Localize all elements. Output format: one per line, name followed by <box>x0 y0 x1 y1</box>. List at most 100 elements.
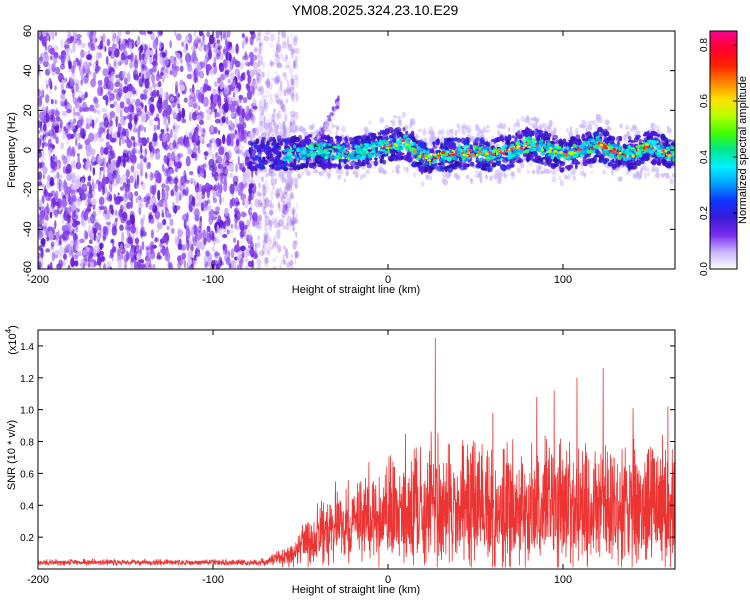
noise-blob <box>86 205 91 215</box>
noise-blob <box>206 199 211 204</box>
noise-blob <box>105 133 112 140</box>
noise-blob <box>252 79 259 87</box>
noise-blob <box>248 85 255 95</box>
band-blob <box>534 132 541 139</box>
noise-blob <box>129 83 132 92</box>
noise-blob <box>138 124 144 132</box>
noise-blob <box>276 62 283 69</box>
halo-blob <box>335 168 340 174</box>
noise-blob <box>92 71 97 81</box>
noise-blob <box>134 117 138 126</box>
noise-blob <box>122 182 127 188</box>
halo-blob <box>326 171 332 178</box>
band-blob <box>380 154 385 160</box>
noise-blob <box>201 111 205 119</box>
noise-blob <box>260 45 265 52</box>
noise-blob <box>272 241 279 248</box>
band-blob <box>258 164 264 170</box>
halo-blob <box>639 171 642 177</box>
noise-blob <box>102 174 105 181</box>
halo-blob <box>530 123 536 129</box>
noise-blob <box>98 196 105 206</box>
band-blob <box>586 131 592 138</box>
noise-blob <box>259 120 263 126</box>
noise-blob <box>285 197 292 209</box>
band-blob <box>427 168 432 175</box>
noise-blob <box>64 186 70 195</box>
band-blob <box>264 159 268 165</box>
noise-blob <box>40 210 46 218</box>
band-blob <box>381 131 387 135</box>
noise-blob <box>97 255 102 266</box>
noise-blob <box>218 139 222 146</box>
noise-blob <box>139 161 144 171</box>
halo-blob <box>313 129 318 136</box>
halo-blob <box>391 169 395 173</box>
noise-blob <box>106 38 111 47</box>
noise-blob <box>233 181 238 187</box>
noise-blob <box>268 82 273 91</box>
halo-blob <box>589 162 593 169</box>
noise-blob <box>294 219 299 224</box>
noise-blob <box>265 89 270 99</box>
noise-blob <box>277 245 283 250</box>
band-blob <box>252 141 257 145</box>
noise-blob <box>275 43 282 53</box>
noise-blob <box>208 209 215 219</box>
noise-blob <box>266 186 270 193</box>
halo-blob <box>587 123 593 131</box>
noise-blob <box>64 247 69 253</box>
noise-blob <box>221 134 226 145</box>
noise-blob <box>160 42 164 48</box>
halo-blob <box>275 126 278 134</box>
band-blob <box>282 160 288 168</box>
band-blob <box>260 159 265 163</box>
noise-blob <box>257 59 261 68</box>
noise-blob <box>93 96 97 103</box>
noise-blob <box>276 244 282 253</box>
noise-blob <box>78 188 85 194</box>
noise-blob <box>188 221 191 229</box>
noise-blob <box>266 78 270 89</box>
band-blob <box>269 136 274 142</box>
noise-blob <box>154 210 161 220</box>
noise-blob <box>228 162 233 172</box>
noise-blob <box>143 89 149 94</box>
noise-blob <box>294 77 300 88</box>
noise-blob <box>139 44 144 53</box>
noise-blob <box>113 58 119 70</box>
noise-blob <box>50 169 55 174</box>
noise-blob <box>54 110 60 117</box>
noise-blob <box>149 103 155 113</box>
noise-blob <box>248 108 253 115</box>
noise-blob <box>61 79 65 85</box>
halo-blob <box>661 172 664 179</box>
noise-blob <box>54 31 58 37</box>
halo-blob <box>520 161 524 169</box>
halo-blob <box>558 175 562 181</box>
noise-blob <box>82 158 87 164</box>
noise-blob <box>81 215 84 225</box>
noise-blob <box>267 168 274 177</box>
halo-blob <box>517 167 521 174</box>
noise-blob <box>41 183 45 188</box>
noise-blob <box>118 40 121 50</box>
noise-blob <box>102 68 109 77</box>
halo-blob <box>601 169 607 175</box>
noise-blob <box>264 78 271 85</box>
noise-blob <box>282 259 287 265</box>
noise-blob <box>229 229 235 234</box>
noise-blob <box>40 237 46 248</box>
band-blob <box>671 139 675 145</box>
noise-blob <box>169 218 174 226</box>
noise-blob <box>203 96 209 108</box>
noise-blob <box>39 111 44 121</box>
noise-blob <box>264 248 269 256</box>
halo-blob <box>272 172 277 177</box>
noise-blob <box>70 161 76 168</box>
noise-blob <box>277 195 283 203</box>
halo-blob <box>462 122 467 128</box>
halo-blob <box>474 126 478 131</box>
noise-blob <box>293 60 298 70</box>
noise-blob <box>237 186 242 191</box>
